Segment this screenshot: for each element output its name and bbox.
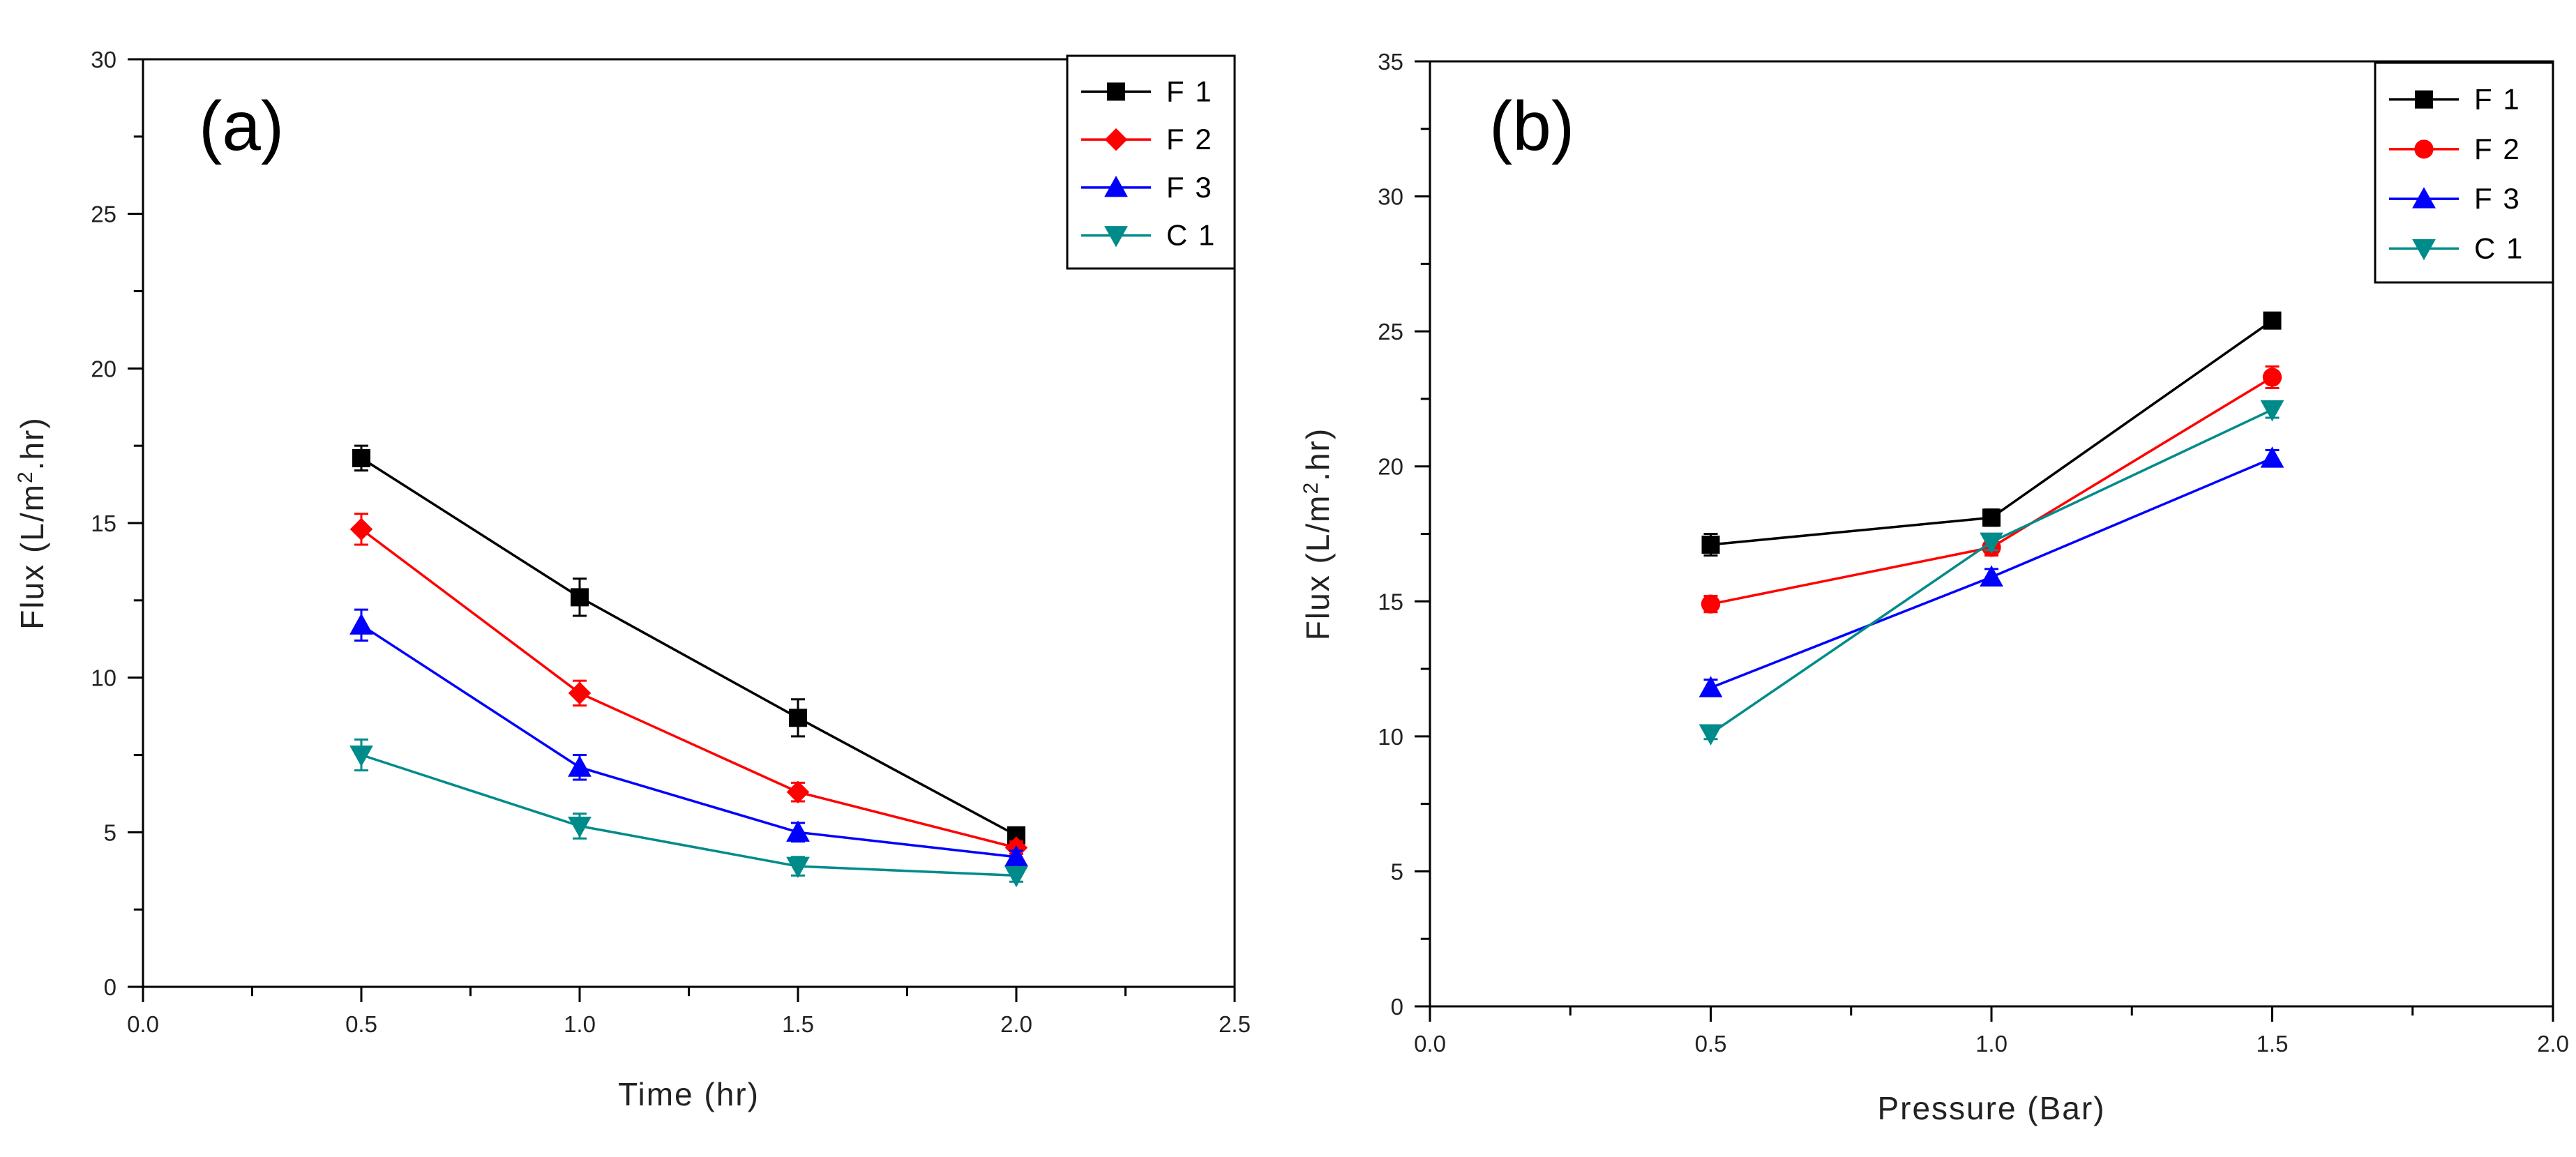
data-point — [1698, 676, 1723, 697]
data-point — [568, 681, 592, 705]
series-line — [360, 528, 1017, 849]
data-point — [2260, 400, 2284, 422]
data-point — [571, 588, 589, 607]
y-tick-label: 15 — [91, 511, 116, 536]
data-point — [786, 780, 810, 803]
data-point — [2262, 368, 2282, 387]
y-axis-label-superscript: 2 — [1300, 481, 1323, 494]
data-point — [2260, 446, 2284, 468]
x-tick-label: 1.0 — [1975, 1031, 2008, 1057]
y-axis-label-superscript: 2 — [14, 470, 37, 483]
legend-label: F 1 — [1166, 75, 1213, 107]
y-tick-label: 0 — [1391, 994, 1403, 1020]
y-axis-label-part: Flux (L/m — [14, 483, 50, 630]
series-f3 — [349, 608, 1028, 867]
series-f1 — [1701, 311, 2282, 557]
y-axis-label: Flux (L/m2.hr) — [1300, 428, 1336, 640]
legend-label: C 1 — [2474, 232, 2524, 264]
data-point — [1701, 535, 1720, 554]
series-line — [361, 457, 1017, 837]
series-f3 — [1698, 446, 2284, 697]
x-tick-label: 1.5 — [782, 1011, 814, 1037]
y-tick-label: 0 — [104, 974, 116, 1000]
legend-marker — [2412, 239, 2436, 261]
y-tick-label: 25 — [1378, 319, 1403, 345]
data-point — [1698, 724, 1723, 746]
legend-marker — [1104, 175, 1128, 197]
legend-label: F 1 — [2474, 83, 2521, 116]
data-point — [789, 709, 807, 727]
y-tick-label: 30 — [91, 47, 116, 73]
legend-label: C 1 — [1166, 219, 1216, 252]
series-c1 — [1698, 400, 2284, 746]
y-tick-label: 15 — [1378, 589, 1403, 614]
data-point — [349, 517, 373, 541]
data-point — [349, 745, 373, 767]
legend: F 1 F 2 F 3 C 1 — [1066, 54, 1236, 270]
legend-marker — [1104, 128, 1128, 151]
y-axis-label-part: .hr) — [14, 416, 50, 470]
data-point — [568, 816, 592, 838]
series-c1 — [349, 738, 1028, 888]
data-point — [1004, 865, 1028, 888]
y-tick-label: 25 — [91, 202, 116, 227]
y-tick-label: 20 — [1378, 454, 1403, 480]
series-line — [361, 623, 1017, 859]
x-tick-label: 2.5 — [1219, 1011, 1251, 1037]
legend-label: F 3 — [2474, 182, 2521, 215]
y-tick-label: 35 — [1378, 49, 1403, 75]
x-tick-label: 0.5 — [345, 1011, 377, 1037]
legend-label: F 2 — [2474, 133, 2521, 165]
x-tick-label: 2.0 — [2537, 1031, 2569, 1057]
data-point — [352, 448, 370, 467]
y-tick-label: 30 — [1378, 184, 1403, 210]
data-point — [1980, 565, 2003, 587]
legend-marker — [1107, 82, 1125, 101]
panel-label: (a) — [199, 87, 284, 165]
legend-label: F 3 — [1166, 171, 1213, 204]
x-axis-label: Time (hr) — [618, 1076, 760, 1112]
data-point — [786, 820, 810, 842]
legend-marker — [2414, 139, 2434, 159]
x-tick-label: 1.0 — [564, 1011, 596, 1037]
y-tick-label: 10 — [91, 665, 116, 691]
data-point — [568, 755, 592, 777]
data-point — [1980, 532, 2003, 554]
data-point — [349, 613, 373, 635]
legend-marker — [2412, 187, 2436, 209]
x-axis-label: Pressure (Bar) — [1877, 1090, 2105, 1126]
y-axis-label-part: .hr) — [1300, 428, 1336, 481]
x-tick-label: 0.5 — [1695, 1031, 1727, 1057]
y-tick-label: 5 — [104, 819, 116, 845]
legend-marker — [2415, 90, 2433, 109]
x-tick-label: 1.5 — [2257, 1031, 2289, 1057]
legend-label: F 2 — [1166, 123, 1213, 156]
y-axis-label: Flux (L/m2.hr) — [14, 416, 50, 629]
data-point — [1982, 508, 2001, 527]
series-line — [361, 753, 1017, 877]
data-point — [1701, 594, 1721, 614]
y-tick-label: 10 — [1378, 724, 1403, 750]
panel-label: (b) — [1489, 87, 1574, 165]
data-point — [786, 856, 810, 878]
data-point — [2263, 311, 2282, 330]
panel-b: 0.0 0.5 1.0 1.5 2.0 0 5 10 15 20 25 30 35 Pressure (B… — [1300, 49, 2569, 1126]
series-f2 — [349, 513, 1028, 859]
y-axis-label-part: Flux (L/m — [1300, 494, 1336, 641]
x-tick-label: 0.0 — [127, 1011, 159, 1037]
legend-marker — [1104, 226, 1128, 248]
x-tick-label: 0.0 — [1414, 1031, 1446, 1057]
y-tick-label: 20 — [91, 356, 116, 381]
y-tick-label: 5 — [1391, 859, 1403, 884]
legend: F 1 F 2 F 3 C 1 — [2374, 61, 2554, 284]
data-point — [1004, 845, 1028, 867]
panel-a: 0.0 0.5 1.0 1.5 2.0 2.5 0 5 10 15 20 25 30 Time (hr) F… — [14, 47, 1251, 1112]
x-tick-label: 2.0 — [1000, 1011, 1032, 1037]
